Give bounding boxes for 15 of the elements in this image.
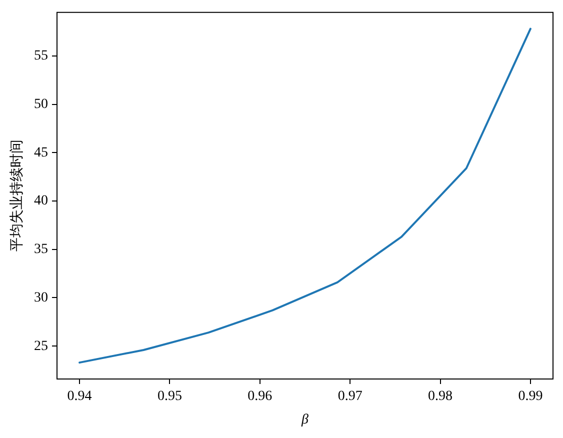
x-tick-label: 0.95 — [157, 389, 182, 404]
x-tick-label: 0.94 — [67, 389, 92, 404]
x-axis-title: β — [300, 412, 309, 428]
y-tick-label: 55 — [34, 48, 48, 64]
x-tick-label: 0.99 — [518, 389, 543, 404]
x-tick-label: 0.98 — [428, 389, 453, 404]
y-tick-label: 35 — [34, 242, 48, 258]
x-tick-label: 0.96 — [248, 389, 272, 404]
y-tick-label: 50 — [34, 96, 48, 112]
y-tick-label: 45 — [34, 145, 48, 160]
y-tick-label: 25 — [34, 338, 48, 354]
y-tick-label: 40 — [34, 194, 48, 209]
x-tick-label: 0.97 — [338, 389, 362, 404]
y-tick-label: 30 — [34, 290, 48, 306]
y-axis-title: 平均失业持续时间 — [9, 140, 26, 252]
